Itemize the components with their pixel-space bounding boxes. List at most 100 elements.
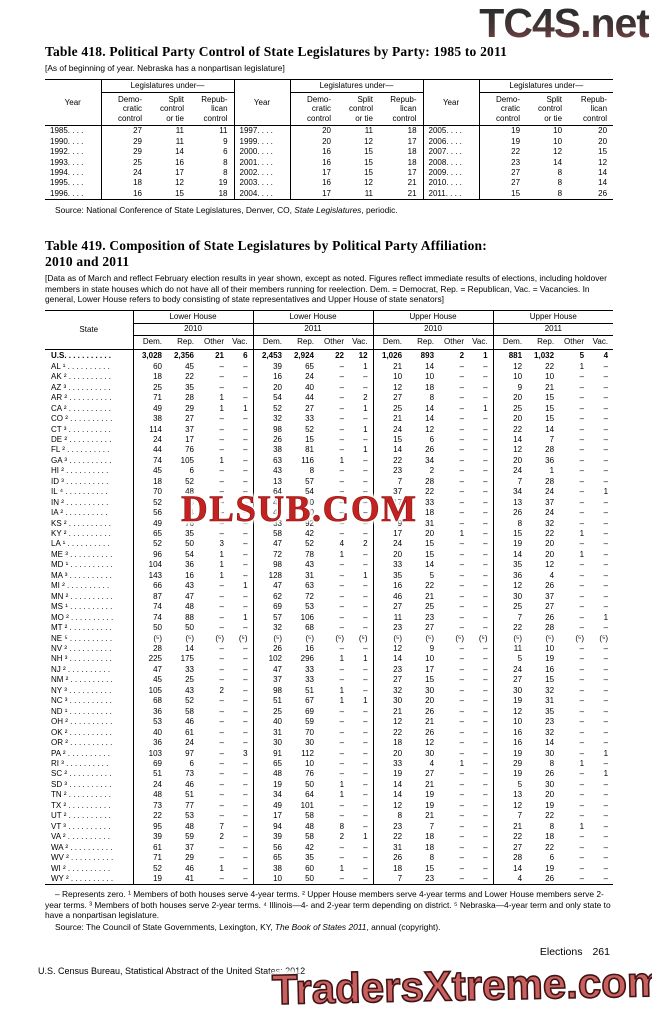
value-cell: 33: [305, 675, 315, 685]
split-control-header: Split control or tie: [526, 92, 569, 127]
value-cell: 14: [545, 738, 555, 748]
value-cell: 61: [185, 727, 194, 737]
value-cell: –: [469, 455, 494, 467]
state-cell: WV ² . . . . . . . . . .: [45, 853, 134, 864]
party-control-table: Year Legislatures under— Year Legislatur…: [45, 78, 614, 201]
table-418-title: Table 418. Political Party Control of St…: [45, 44, 508, 59]
value-cell: 16: [322, 178, 332, 188]
value-cell: 33: [425, 497, 435, 507]
value-cell: 9: [429, 644, 435, 654]
value-cell: –: [229, 863, 254, 874]
rep-header: Rep.: [287, 335, 320, 350]
value-cell: 88: [185, 612, 194, 622]
value-cell: –: [469, 842, 494, 854]
value-cell: –: [339, 560, 345, 570]
value-cell: 12: [513, 706, 523, 716]
value-cell: 1: [603, 487, 609, 497]
value-cell: –: [339, 717, 345, 727]
value-cell: 1: [219, 403, 224, 413]
value-cell: 48: [273, 769, 283, 779]
source-publication: State Legislatures: [294, 205, 362, 216]
vac-header: Vac.: [469, 335, 494, 350]
value-cell: 2: [459, 350, 465, 360]
value-cell: –: [603, 675, 609, 685]
value-cell: –: [469, 393, 494, 404]
value-cell: –: [349, 529, 374, 540]
value-cell: –: [603, 790, 609, 800]
value-cell: 58: [185, 706, 194, 716]
value-cell: –: [339, 748, 345, 758]
value-cell: 27: [513, 842, 523, 852]
value-cell: 20: [513, 414, 523, 424]
value-cell: 175: [180, 654, 194, 664]
value-cell: 26: [425, 445, 435, 455]
value-cell: 15: [545, 393, 555, 403]
value-cell: 30: [513, 685, 523, 695]
value-cell: –: [229, 445, 254, 456]
value-cell: 60: [305, 497, 315, 507]
value-cell: 20: [425, 529, 435, 539]
value-cell: –: [219, 508, 224, 518]
state-row: CO ² . . . . . . . . . . 38 27– –32 33– –21 14…: [45, 414, 613, 425]
year-header: 2011: [253, 323, 374, 336]
value-cell: 34: [425, 455, 435, 465]
year-header: 2010: [133, 323, 254, 336]
value-cell: –: [229, 539, 254, 550]
value-cell: 69: [305, 706, 315, 716]
value-cell: –: [339, 602, 345, 612]
value-cell: 23: [425, 873, 435, 883]
value-cell: 8: [397, 811, 403, 821]
table-419-source: Source: The Council of State Governments…: [45, 922, 613, 932]
value-cell: –: [219, 518, 224, 528]
value-cell: 21: [393, 706, 403, 716]
state-cell: IA ² . . . . . . . . . .: [45, 508, 134, 519]
value-cell: 35: [513, 560, 523, 570]
value-cell: 14: [393, 445, 403, 455]
value-cell: 20: [393, 549, 403, 559]
lower-house-2011-header: Lower House: [253, 310, 374, 324]
value-cell: 12: [393, 800, 403, 810]
value-cell: –: [469, 424, 494, 435]
value-cell: –: [229, 654, 254, 665]
value-cell: 2,453: [261, 350, 283, 360]
value-cell: 106: [300, 612, 315, 622]
us-total-row: U.S. . . . . . . . . . . 3,028 2,356 21 6 2,4…: [45, 349, 613, 362]
table-418-section: Table 418. Political Party Control of St…: [45, 44, 614, 216]
value-cell: 12: [393, 382, 403, 392]
value-cell: –: [469, 414, 494, 425]
value-cell: 22: [545, 842, 555, 852]
value-cell: 94: [273, 821, 283, 831]
value-cell: 15: [545, 675, 555, 685]
value-cell: 11: [364, 126, 374, 136]
value-cell: 49: [153, 403, 162, 413]
value-cell: 19: [513, 748, 523, 758]
value-cell: 1: [469, 403, 494, 415]
value-cell: –: [219, 853, 224, 863]
value-cell: –: [469, 727, 494, 739]
value-cell: –: [469, 811, 494, 822]
value-cell: –: [229, 685, 254, 697]
value-cell: –: [229, 602, 254, 613]
value-cell: (⁵): [273, 633, 283, 643]
value-cell: 27: [425, 769, 435, 779]
value-cell: 22: [511, 147, 521, 157]
value-cell: –: [469, 591, 494, 603]
vac-header: Vac.: [229, 335, 254, 350]
value-cell: 6: [229, 349, 254, 362]
watermark-dlsub: DLSUB.COM: [181, 489, 418, 531]
value-cell: 14: [513, 549, 523, 559]
value-cell: 1: [603, 748, 609, 758]
value-cell: –: [603, 372, 609, 382]
value-cell: –: [579, 696, 585, 706]
value-cell: –: [229, 560, 254, 571]
value-cell: –: [459, 769, 465, 779]
value-cell: 25: [153, 382, 162, 392]
value-cell: 15: [364, 157, 374, 167]
value-cell: 72: [305, 591, 315, 601]
value-cell: 15: [305, 434, 315, 444]
value-cell: 11: [175, 126, 184, 136]
page-number: 261: [592, 946, 610, 958]
value-cell: –: [579, 873, 585, 883]
state-row: DE ² . . . . . . . . . . 24 17– –26 15– –15 6–…: [45, 434, 613, 446]
value-cell: 21: [425, 717, 435, 727]
